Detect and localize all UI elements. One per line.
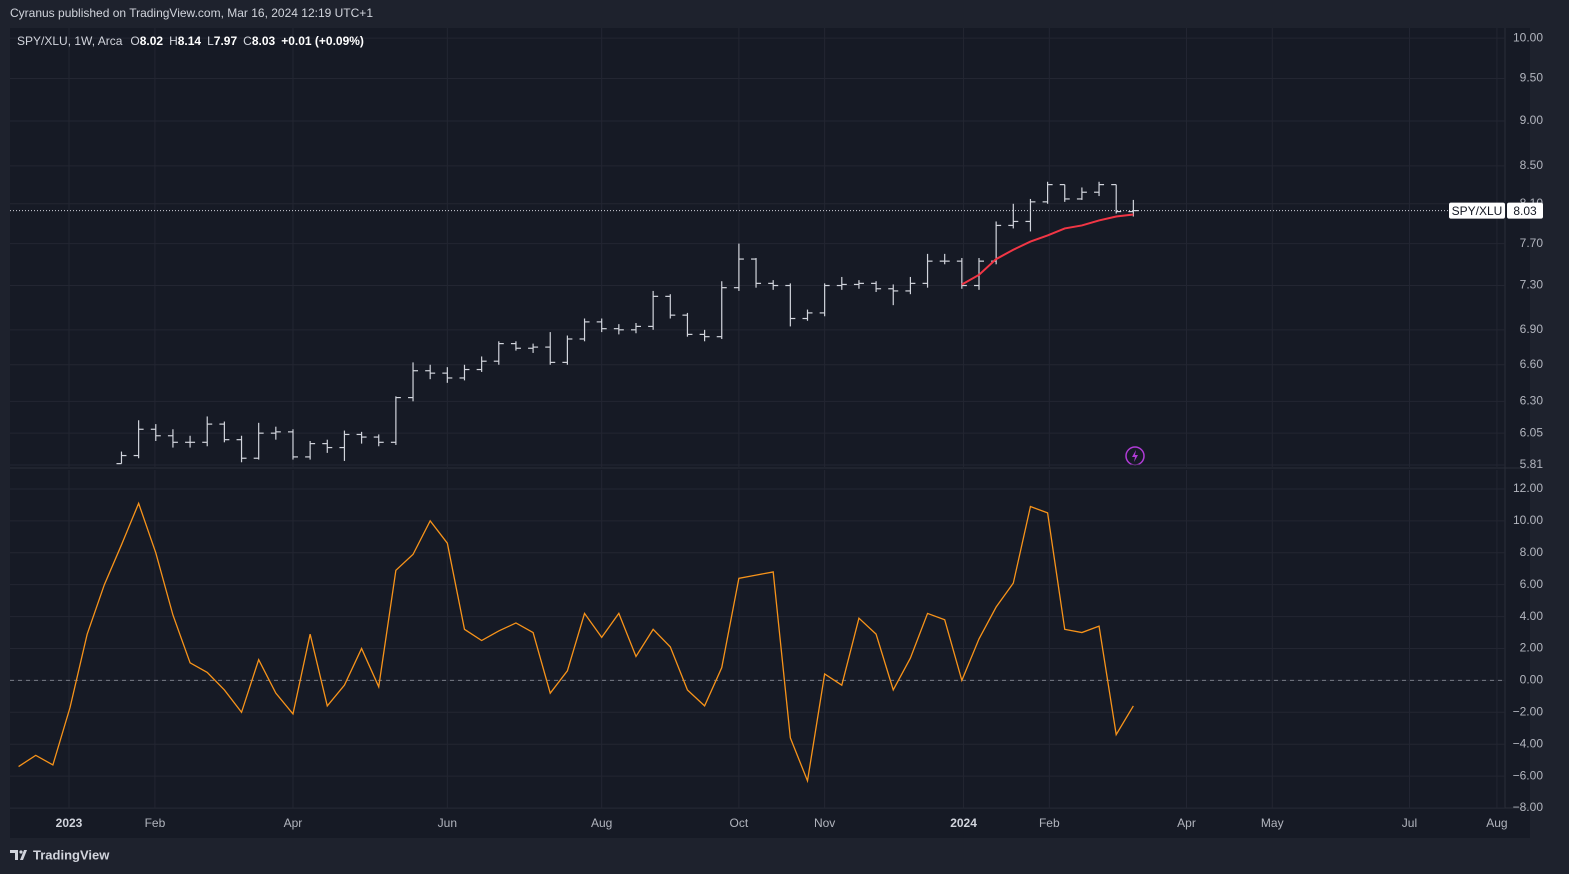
y-tick-label: 8.00 bbox=[1520, 545, 1544, 559]
y-tick-label: 7.70 bbox=[1520, 236, 1544, 250]
y-tick-label: 8.50 bbox=[1520, 158, 1544, 172]
y-tick-label: 6.30 bbox=[1520, 393, 1544, 407]
grid bbox=[10, 470, 1505, 808]
y-tick-label: 5.81 bbox=[1520, 457, 1544, 471]
legend-ohlc-label: L bbox=[207, 34, 214, 48]
legend-ohlc-value: 8.03 bbox=[252, 34, 276, 48]
y-tick-label: 2.00 bbox=[1520, 641, 1544, 655]
x-tick-label: Apr bbox=[1177, 816, 1196, 830]
plot bbox=[18, 501, 1134, 784]
y-tick-label: 6.05 bbox=[1520, 425, 1544, 439]
y-tick-label: 6.00 bbox=[1520, 577, 1544, 591]
x-tick-label: Jul bbox=[1402, 816, 1417, 830]
y-tick-label: 10.00 bbox=[1513, 30, 1543, 44]
y-tick-label: 10.00 bbox=[1513, 513, 1543, 527]
x-tick-label: 2024 bbox=[950, 816, 977, 830]
footer-brand: TradingView bbox=[33, 847, 110, 862]
price-symbol-box bbox=[1449, 202, 1505, 219]
footer-logo bbox=[10, 850, 27, 860]
x-tick-label: Nov bbox=[814, 816, 835, 830]
x-tick-label: Apr bbox=[284, 816, 303, 830]
price-value-box bbox=[1507, 202, 1543, 219]
price-symbol: SPY/XLU bbox=[1452, 204, 1503, 218]
legend-ohlc-value: 8.02 bbox=[140, 34, 164, 48]
y-tick-label: 12.00 bbox=[1513, 481, 1543, 495]
y-tick-label: 0.00 bbox=[1520, 673, 1544, 687]
oscillator-line bbox=[18, 501, 1134, 784]
legend-change: +0.01 (+0.09%) bbox=[281, 34, 364, 48]
y-tick-label: 6.60 bbox=[1520, 357, 1544, 371]
legend-ohlc-value: 8.14 bbox=[178, 34, 202, 48]
x-tick-label: Aug bbox=[1486, 816, 1507, 830]
x-tick-label: Feb bbox=[1039, 816, 1060, 830]
legend-ohlc-value: 7.97 bbox=[214, 34, 238, 48]
price-value: 8.03 bbox=[1513, 204, 1537, 218]
legend-ohlc-label: C bbox=[243, 34, 252, 48]
y-tick-label: 9.00 bbox=[1520, 113, 1544, 127]
x-tick-label: 2023 bbox=[56, 816, 83, 830]
y-tick-label: −2.00 bbox=[1513, 704, 1544, 718]
legend-title: SPY/XLU, 1W, Arca bbox=[17, 34, 123, 48]
y-tick-label: 4.00 bbox=[1520, 609, 1544, 623]
legend: SPY/XLU, 1W, Arca O8.02 H8.14 L7.97 C8.03 +0.… bbox=[17, 34, 364, 48]
x-tick-label: Aug bbox=[591, 816, 612, 830]
legend-ohlc-label: O bbox=[130, 34, 139, 48]
plot bbox=[116, 181, 1139, 465]
y-tick-label: −4.00 bbox=[1513, 736, 1544, 750]
y-tick-label: 9.50 bbox=[1520, 71, 1544, 85]
grid bbox=[10, 28, 1505, 467]
x-tick-label: May bbox=[1261, 816, 1284, 830]
x-tick-label: Jun bbox=[438, 816, 457, 830]
publisher: Cyranus published on TradingView.com, Ma… bbox=[10, 6, 373, 20]
moving-average bbox=[961, 213, 1134, 286]
x-tick-label: Feb bbox=[145, 816, 166, 830]
legend-ohlc-label: H bbox=[169, 34, 178, 48]
y-tick-label: 7.30 bbox=[1520, 278, 1544, 292]
x-tick-label: Oct bbox=[730, 816, 749, 830]
y-tick-label: −6.00 bbox=[1513, 768, 1544, 782]
y-tick-label: 6.90 bbox=[1520, 322, 1544, 336]
y-tick-label: −8.00 bbox=[1513, 800, 1544, 814]
